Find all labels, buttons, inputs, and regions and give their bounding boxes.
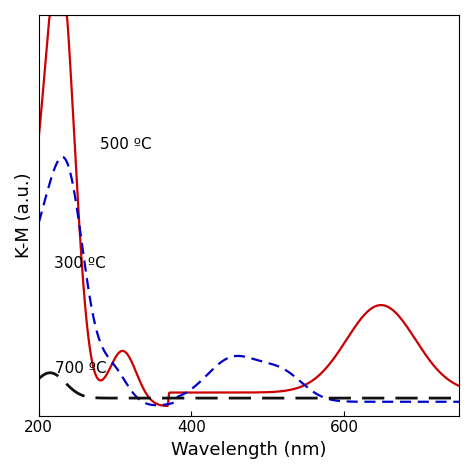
Text: 500 ºC: 500 ºC (100, 137, 151, 152)
X-axis label: Wavelength (nm): Wavelength (nm) (171, 441, 327, 459)
Text: 700 ºC: 700 ºC (55, 361, 107, 376)
Y-axis label: K-M (a.u.): K-M (a.u.) (15, 173, 33, 258)
Text: 300 ºC: 300 ºC (54, 256, 106, 271)
